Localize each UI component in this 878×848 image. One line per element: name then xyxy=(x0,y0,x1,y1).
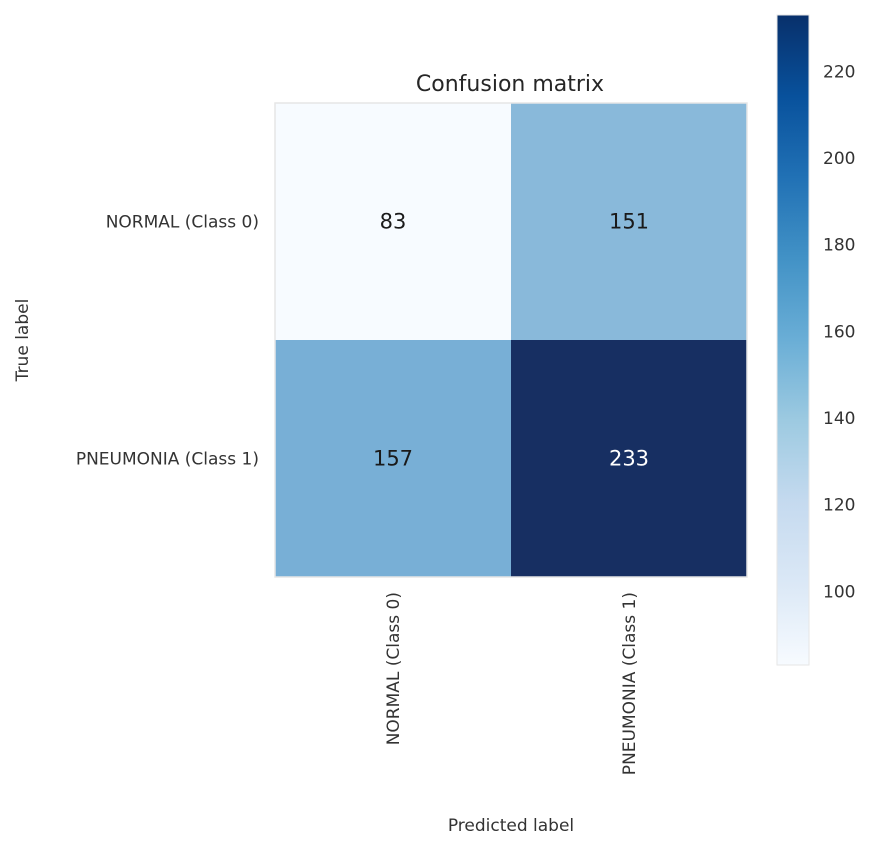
y-tick-label: NORMAL (Class 0) xyxy=(106,213,259,233)
colorbar-tick-label: 180 xyxy=(823,236,855,256)
heatmap-cell xyxy=(511,103,747,340)
y-tick-labels: NORMAL (Class 0) PNEUMONIA (Class 1) xyxy=(76,213,259,470)
colorbar-gradient xyxy=(776,14,810,666)
colorbar: 100 120 140 160 180 200 220 xyxy=(776,14,855,666)
cell-value-label: 157 xyxy=(373,447,413,471)
x-tick-label: PNEUMONIA (Class 1) xyxy=(620,592,640,775)
plot-frame xyxy=(274,102,748,578)
colorbar-tick-label: 220 xyxy=(823,62,855,82)
heatmap-cell xyxy=(511,340,747,577)
x-tick-labels: NORMAL (Class 0) PNEUMONIA (Class 1) xyxy=(384,592,640,775)
cell-value-label: 83 xyxy=(380,210,407,234)
heatmap-cells: 83 151 157 233 xyxy=(275,103,747,577)
cell-value-label: 233 xyxy=(609,447,649,471)
x-axis-label: Predicted label xyxy=(448,816,574,836)
colorbar-tick-label: 140 xyxy=(823,409,855,429)
chart-title: Confusion matrix xyxy=(416,72,604,97)
heatmap-cell xyxy=(275,340,511,577)
colorbar-ticks: 100 120 140 160 180 200 220 xyxy=(823,62,855,602)
colorbar-tick-label: 200 xyxy=(823,149,855,169)
y-axis-label: True label xyxy=(13,299,33,383)
colorbar-tick-label: 100 xyxy=(823,582,855,602)
colorbar-tick-label: 160 xyxy=(823,322,855,342)
x-tick-label: NORMAL (Class 0) xyxy=(384,592,404,745)
y-tick-label: PNEUMONIA (Class 1) xyxy=(76,450,259,470)
cell-value-label: 151 xyxy=(609,210,649,234)
colorbar-tick-label: 120 xyxy=(823,496,855,516)
heatmap-cell xyxy=(275,103,511,340)
